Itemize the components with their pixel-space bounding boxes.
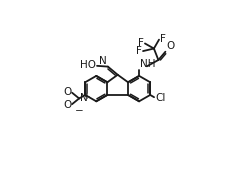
Text: F: F	[136, 46, 142, 56]
Text: O: O	[166, 41, 174, 51]
Text: −: −	[75, 106, 84, 116]
Text: +: +	[83, 92, 90, 101]
Text: O: O	[63, 100, 71, 110]
Text: F: F	[160, 34, 166, 44]
Text: NH: NH	[140, 59, 155, 69]
Text: Cl: Cl	[156, 93, 166, 103]
Text: N: N	[80, 93, 87, 103]
Text: N: N	[99, 56, 107, 66]
Text: O: O	[63, 87, 71, 97]
Text: F: F	[138, 38, 144, 48]
Text: HO: HO	[80, 60, 96, 70]
